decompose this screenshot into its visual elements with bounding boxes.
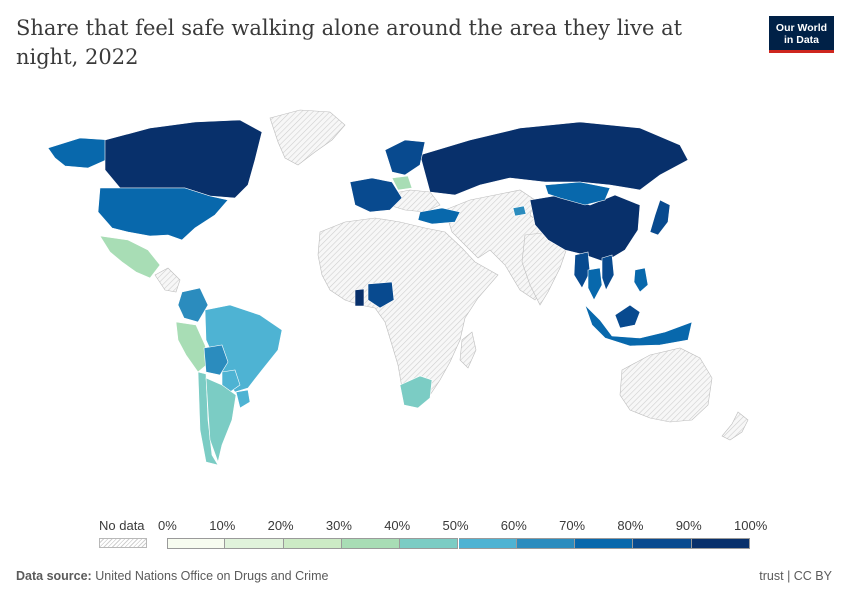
legend-no-data-swatch[interactable] (99, 538, 147, 548)
legend-tick-label: 10% (209, 518, 236, 533)
region-south-africa[interactable] (399, 375, 433, 409)
region-alaska[interactable] (47, 137, 111, 169)
legend-tick-label: 60% (500, 518, 527, 533)
owid-logo[interactable]: Our World in Data (769, 16, 834, 53)
region-malaysia[interactable] (614, 304, 641, 329)
region-bolivia[interactable] (203, 344, 229, 376)
region-paraguay[interactable] (221, 369, 241, 393)
legend-tick-label: 80% (617, 518, 644, 533)
legend-tick-label: 90% (675, 518, 702, 533)
legend-tick-label: 30% (325, 518, 352, 533)
data-regions (47, 119, 693, 466)
logo-line-1: Our World (775, 22, 828, 34)
region-mongolia[interactable] (544, 181, 611, 206)
region-myanmar[interactable] (573, 251, 591, 289)
region-nordic-countries[interactable] (384, 139, 426, 176)
region-uruguay[interactable] (235, 389, 251, 409)
region-japan[interactable] (649, 199, 671, 236)
legend-bin[interactable] (167, 538, 226, 549)
region-vietnam[interactable] (601, 254, 615, 291)
caribbean-central-america[interactable] (154, 267, 181, 293)
region-russia[interactable] (419, 121, 689, 196)
legend-no-data-label: No data (99, 518, 145, 533)
region-western-europe[interactable] (349, 177, 403, 213)
southern-africa-east[interactable] (459, 331, 477, 369)
legend-bin[interactable] (225, 538, 284, 549)
legend-bin[interactable] (458, 538, 517, 549)
chart-title: Share that feel safe walking alone aroun… (16, 16, 683, 69)
data-source-label: Data source: (16, 569, 92, 583)
region-indonesia[interactable] (584, 304, 693, 347)
legend-bin[interactable] (633, 538, 692, 549)
legend-tick-label: 20% (267, 518, 294, 533)
new-zealand[interactable] (721, 411, 749, 441)
data-source-text[interactable]: United Nations Office on Drugs and Crime (95, 569, 329, 583)
license-text[interactable]: trust | CC BY (759, 569, 832, 583)
legend-bin[interactable] (283, 538, 342, 549)
logo-line-2: in Data (783, 34, 819, 46)
region-turkey[interactable] (417, 207, 461, 225)
region-china[interactable] (529, 194, 641, 263)
greenland[interactable] (269, 109, 346, 166)
region-philippines[interactable] (633, 267, 649, 293)
legend-tick-label: 40% (384, 518, 411, 533)
region-peru[interactable] (175, 321, 211, 373)
legend-bin[interactable] (516, 538, 576, 549)
world-map (47, 109, 749, 466)
legend-tick-label: 70% (559, 518, 586, 533)
region-united-states[interactable] (97, 187, 229, 241)
region-thailand[interactable] (587, 267, 603, 301)
data-source: Data source: United Nations Office on Dr… (16, 569, 328, 583)
legend-bin[interactable] (575, 538, 634, 549)
legend-bin[interactable] (691, 538, 750, 549)
region-ghana[interactable] (354, 288, 365, 307)
legend-bin[interactable] (341, 538, 401, 549)
region-tajikistan[interactable] (512, 205, 527, 217)
legend-tick-label: 50% (442, 518, 469, 533)
legend-bin[interactable] (400, 538, 459, 549)
region-poland[interactable] (391, 175, 413, 191)
region-colombia[interactable] (177, 287, 209, 323)
region-canada[interactable] (104, 119, 263, 199)
region-nigeria[interactable] (367, 281, 395, 309)
no-data-regions (154, 109, 749, 441)
legend-tick-label: 100% (734, 518, 768, 533)
africa[interactable] (317, 217, 499, 406)
region-argentina[interactable] (205, 377, 237, 464)
legend-tick-label: 0% (158, 518, 177, 533)
australia[interactable] (619, 347, 713, 423)
region-mexico[interactable] (99, 235, 161, 279)
